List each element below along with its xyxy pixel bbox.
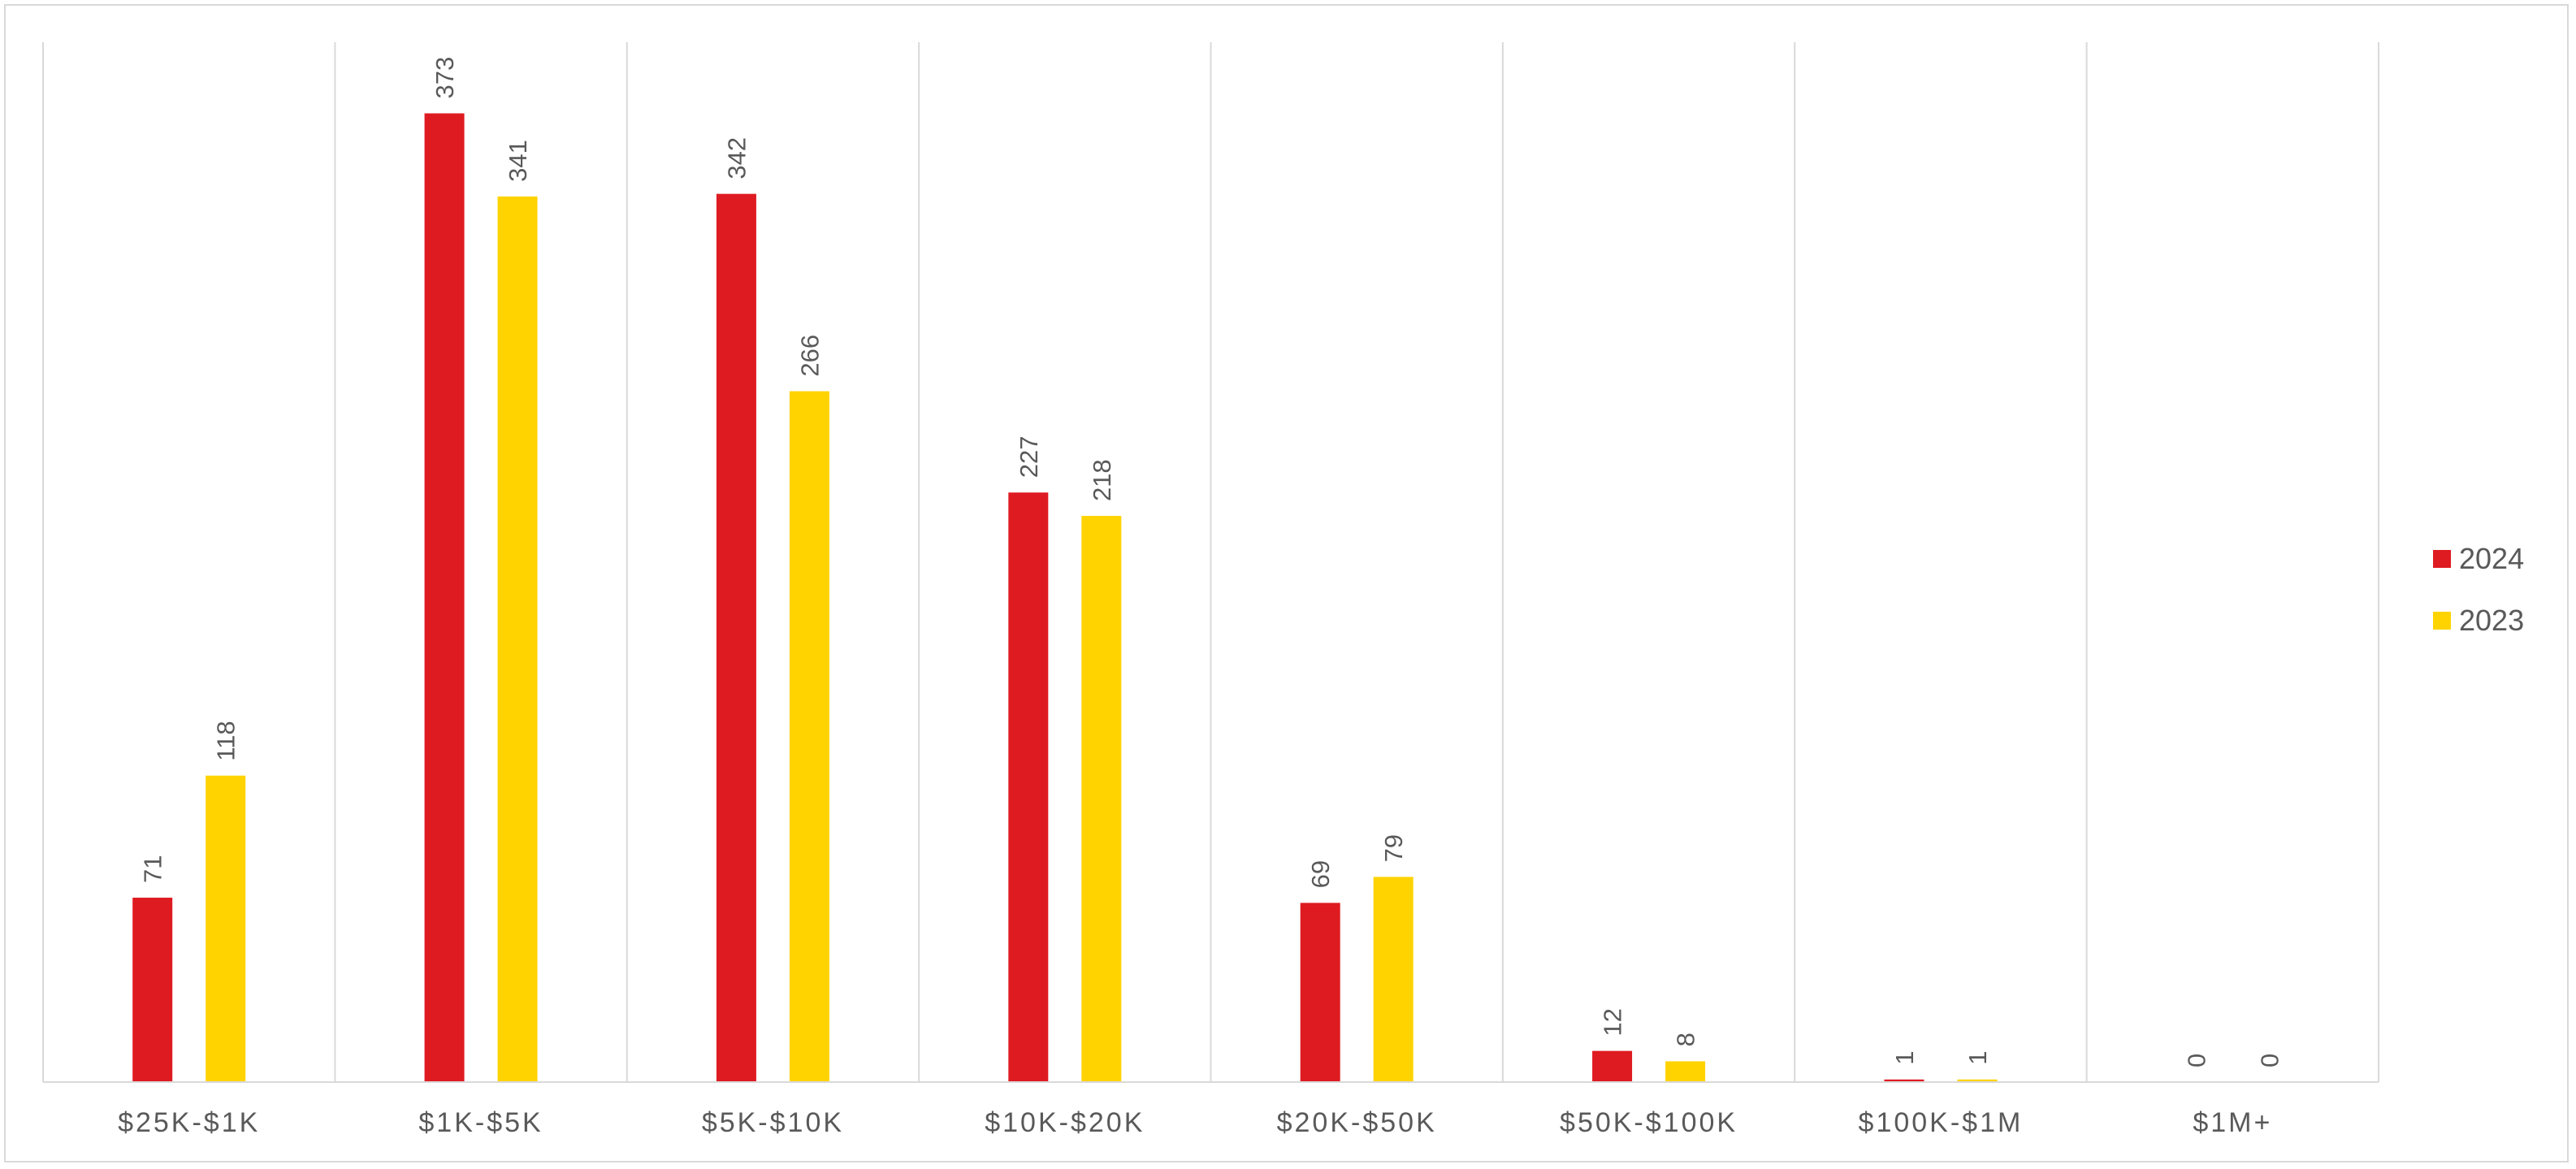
- bar-2023: [1373, 877, 1414, 1082]
- x-tick-label: $1K-$5K: [418, 1107, 543, 1138]
- bar-2024: [1300, 903, 1340, 1082]
- data-label: 79: [1379, 834, 1408, 862]
- data-label: 266: [795, 335, 824, 377]
- bar-2024: [424, 113, 465, 1082]
- data-label: 1: [1963, 1051, 1992, 1065]
- x-tick-label: $1M+: [2193, 1107, 2272, 1138]
- bar-2024: [132, 898, 173, 1082]
- bar-2024: [1592, 1050, 1633, 1082]
- bar-2024: [1884, 1079, 1924, 1082]
- data-label: 341: [504, 140, 532, 182]
- data-labels: 71 118 373 341 342 266 227 218 69 79 12 8 1 1 0 0: [139, 57, 2284, 1067]
- data-label: 0: [2182, 1054, 2210, 1067]
- data-label: 218: [1088, 459, 1116, 501]
- bar-2023: [1665, 1061, 1706, 1082]
- x-tick-label: $25K-$1K: [118, 1107, 260, 1138]
- bar-2023: [1081, 516, 1122, 1082]
- legend-label-series-2: 2023: [2459, 604, 2525, 637]
- data-label: 342: [722, 137, 751, 180]
- legend-item-series-1: 2024: [2433, 528, 2524, 590]
- category-gridlines: [42, 42, 2379, 1082]
- x-tick-label: $5K-$10K: [702, 1107, 844, 1138]
- bar-2023: [789, 391, 829, 1082]
- data-label: 373: [431, 57, 459, 99]
- bars: [132, 113, 1998, 1083]
- x-tick-label: $50K-$100K: [1560, 1107, 1738, 1138]
- bar-2023: [497, 196, 538, 1082]
- data-label: 0: [2255, 1054, 2284, 1067]
- legend-swatch-series-2: [2433, 612, 2451, 630]
- bar-2024: [716, 193, 756, 1083]
- data-label: 8: [1672, 1033, 1700, 1046]
- x-tick-label: $100K-$1M: [1859, 1107, 2024, 1138]
- data-label: 69: [1306, 860, 1335, 888]
- bar-2023: [1957, 1079, 1998, 1082]
- legend-swatch-series-1: [2433, 550, 2451, 568]
- legend: 2024 2023: [2433, 528, 2524, 652]
- data-label: 71: [139, 855, 167, 883]
- legend-item-series-2: 2023: [2433, 590, 2524, 652]
- x-tick-label: $20K-$50K: [1277, 1107, 1437, 1138]
- data-label: 12: [1599, 1008, 1627, 1036]
- data-label: 227: [1015, 436, 1043, 478]
- legend-label-series-1: 2024: [2459, 542, 2525, 575]
- data-label: 118: [212, 721, 240, 760]
- x-tick-labels: $25K-$1K $1K-$5K $5K-$10K $10K-$20K $20K-$50…: [118, 1107, 2272, 1138]
- bar-2024: [1008, 492, 1049, 1082]
- bar-2023: [206, 775, 246, 1082]
- data-label: 1: [1890, 1051, 1919, 1065]
- x-tick-label: $10K-$20K: [985, 1107, 1145, 1138]
